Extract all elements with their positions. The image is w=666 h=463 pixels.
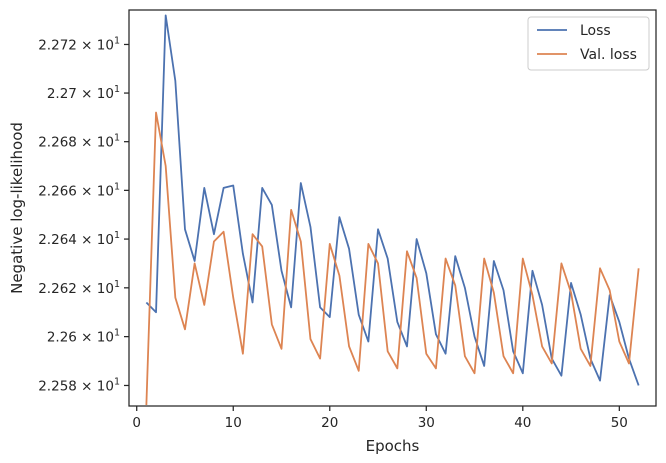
plot-frame — [128, 9, 657, 407]
plot-lines — [145, 14, 640, 406]
y-tick-label: 2.27 × 101 — [47, 84, 120, 102]
x-axis-label: Epochs — [366, 437, 420, 455]
x-tick-label: 40 — [514, 415, 531, 431]
y-tick-label: 2.26 × 101 — [47, 328, 120, 346]
x-tick-label: 10 — [225, 415, 242, 431]
x-tick-label: 50 — [611, 415, 628, 431]
x-axis-ticks: 0 10 20 30 40 50 — [132, 406, 628, 431]
y-axis-ticks: 2.258 × 101 2.26 × 101 2.262 × 101 2.264 × … — [38, 35, 129, 394]
legend: Loss Val. loss — [527, 16, 650, 71]
y-tick-label: 2.272 × 101 — [38, 35, 120, 53]
y-axis-label: Negative log-likelihood — [8, 122, 26, 294]
x-tick-label: 20 — [321, 415, 338, 431]
x-tick-label: 0 — [132, 415, 141, 431]
series-line-0 — [145, 14, 640, 386]
y-tick-label: 2.268 × 101 — [38, 133, 120, 151]
y-tick-label: 2.262 × 101 — [38, 279, 120, 297]
y-tick-label: 2.264 × 101 — [38, 230, 120, 248]
legend-label-val-loss: Val. loss — [580, 47, 637, 63]
y-tick-label: 2.266 × 101 — [38, 181, 120, 199]
series-line-1 — [145, 111, 640, 406]
x-tick-label: 30 — [418, 415, 435, 431]
legend-label-loss: Loss — [580, 23, 611, 39]
y-tick-label: 2.258 × 101 — [38, 376, 120, 394]
